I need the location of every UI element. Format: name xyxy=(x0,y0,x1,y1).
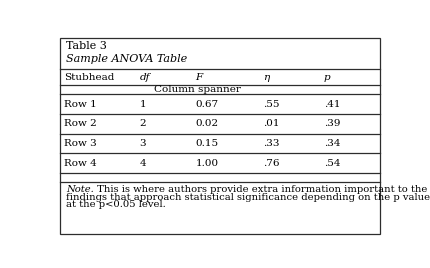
Text: .54: .54 xyxy=(323,159,340,168)
Text: Stubhead: Stubhead xyxy=(64,73,115,81)
Text: 0.15: 0.15 xyxy=(196,139,219,148)
Text: .39: .39 xyxy=(323,119,340,128)
Text: Sample ANOVA Table: Sample ANOVA Table xyxy=(66,54,187,64)
Text: 0.67: 0.67 xyxy=(196,100,219,109)
Text: η: η xyxy=(263,73,269,81)
Text: findings that approach statistical significance depending on the p value: Signif: findings that approach statistical signi… xyxy=(66,192,430,202)
Text: 3: 3 xyxy=(140,139,146,148)
Text: .34: .34 xyxy=(323,139,340,148)
Text: .55: .55 xyxy=(263,100,279,109)
Text: p: p xyxy=(323,73,330,81)
Text: at the p<0.05 level.: at the p<0.05 level. xyxy=(66,200,166,209)
Text: 0.02: 0.02 xyxy=(196,119,219,128)
Text: Row 2: Row 2 xyxy=(64,119,97,128)
Text: Column spanner: Column spanner xyxy=(154,85,241,94)
Text: 1.00: 1.00 xyxy=(196,159,219,168)
Text: 1: 1 xyxy=(140,100,146,109)
Text: 2: 2 xyxy=(140,119,146,128)
Text: Row 4: Row 4 xyxy=(64,159,97,168)
Text: .33: .33 xyxy=(263,139,279,148)
Text: Note.: Note. xyxy=(66,185,94,194)
Text: F: F xyxy=(196,73,203,81)
Text: .01: .01 xyxy=(263,119,279,128)
Text: .41: .41 xyxy=(323,100,340,109)
Text: This is where authors provide extra information important to the data, such as: This is where authors provide extra info… xyxy=(95,185,430,194)
Text: 4: 4 xyxy=(140,159,146,168)
Text: Row 3: Row 3 xyxy=(64,139,97,148)
Text: Row 1: Row 1 xyxy=(64,100,97,109)
Text: Table 3: Table 3 xyxy=(66,42,108,51)
Text: df: df xyxy=(140,73,150,81)
Text: .76: .76 xyxy=(263,159,279,168)
